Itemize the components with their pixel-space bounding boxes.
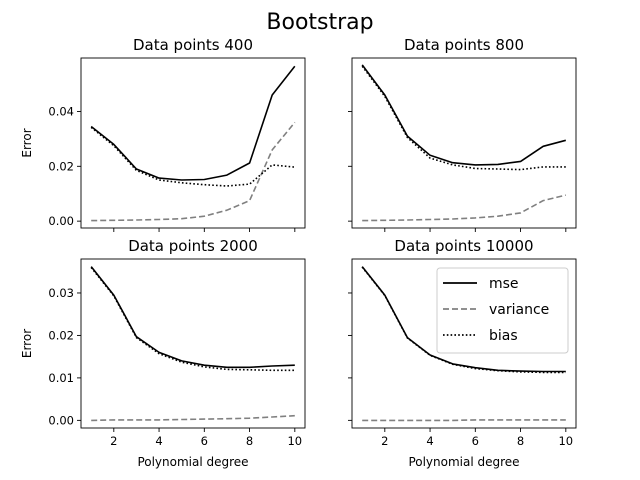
subplot-title: Data points 800 bbox=[404, 36, 524, 54]
x-tick-label: 2 bbox=[381, 434, 388, 448]
x-tick-label: 2 bbox=[110, 434, 117, 448]
series-line-mse bbox=[361, 64, 567, 166]
y-tick-label: 0.00 bbox=[48, 413, 74, 427]
series-line-variance bbox=[362, 194, 566, 222]
x-tick-label: 10 bbox=[558, 434, 573, 448]
y-tick-label: 0.00 bbox=[48, 214, 74, 228]
series-line-variance bbox=[362, 419, 566, 422]
x-tick-label: 8 bbox=[246, 434, 253, 448]
x-tick-label: 10 bbox=[287, 434, 302, 448]
x-tick-label: 6 bbox=[472, 434, 479, 448]
series-line-bias bbox=[90, 267, 295, 372]
legend-box bbox=[436, 267, 569, 354]
x-axis-label: Polynomial degree bbox=[137, 455, 248, 469]
series-line-bias bbox=[361, 65, 566, 171]
axes-frame bbox=[80, 57, 306, 229]
y-tick-label: 0.04 bbox=[48, 104, 74, 118]
x-tick-label: 4 bbox=[426, 434, 433, 448]
y-tick-label: 0.02 bbox=[48, 328, 74, 342]
y-tick-label: 0.01 bbox=[48, 371, 74, 385]
subplot-title: Data points 400 bbox=[133, 36, 253, 54]
series-line-variance bbox=[91, 414, 295, 422]
series-line-bias bbox=[90, 126, 295, 187]
series-line-mse bbox=[90, 65, 296, 181]
subplot-title: Data points 2000 bbox=[128, 237, 258, 255]
series-line-mse bbox=[90, 266, 295, 369]
panel-400: Data points 400 0.00 0.02 0.04 Error bbox=[20, 36, 306, 232]
legend-label-bias: bias bbox=[489, 328, 518, 344]
x-axis-label: Polynomial degree bbox=[408, 455, 519, 469]
panel-2000: Data points 2000 2 4 6 8 10 0.00 0.01 0.02 0.03 Po… bbox=[20, 237, 306, 469]
y-tick-label: 0.03 bbox=[48, 286, 74, 300]
panel-10000: Data points 10000 2 4 6 8 10 Polynomial degree… bbox=[348, 237, 577, 469]
figure-title: Bootstrap bbox=[266, 10, 373, 35]
subplot-title: Data points 10000 bbox=[394, 237, 533, 255]
panel-800: Data points 800 bbox=[348, 36, 577, 232]
x-tick-label: 4 bbox=[155, 434, 162, 448]
y-tick-label: 0.02 bbox=[48, 159, 74, 173]
y-axis-label: Error bbox=[20, 128, 34, 157]
legend: mse variance bias bbox=[436, 267, 569, 354]
x-tick-label: 6 bbox=[201, 434, 208, 448]
axes-frame bbox=[351, 258, 577, 429]
legend-label-variance: variance bbox=[489, 302, 549, 318]
axes-frame bbox=[80, 258, 306, 429]
axes-frame bbox=[351, 57, 577, 229]
series-line-variance bbox=[91, 121, 296, 222]
series-line-bias bbox=[361, 266, 566, 374]
legend-label-mse: mse bbox=[489, 276, 519, 292]
y-axis-label: Error bbox=[20, 329, 34, 358]
x-tick-label: 8 bbox=[517, 434, 524, 448]
